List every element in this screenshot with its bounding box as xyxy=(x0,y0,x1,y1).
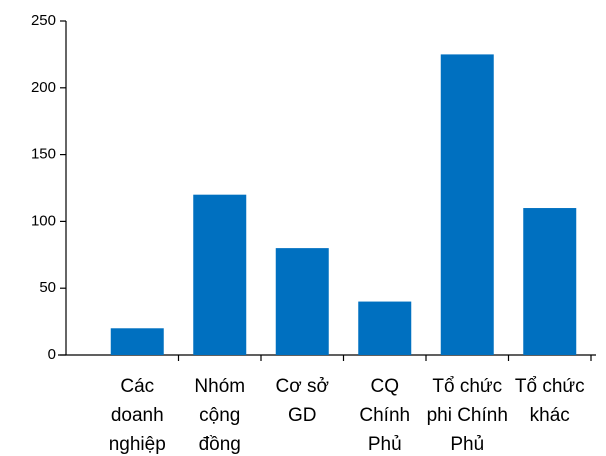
x-category-label: Nhóm cộng đồng xyxy=(194,376,245,455)
bar xyxy=(275,248,329,355)
x-category-label: Cơ sở GD xyxy=(276,376,329,426)
bar xyxy=(110,328,164,355)
y-tick-label: 0 xyxy=(48,346,56,363)
bars xyxy=(110,54,577,356)
category-labels: Các doanh nghiệp Nhóm cộng đồng Cơ sở GD CQ Chính… xyxy=(109,376,585,455)
x-category-label: Tổ chức phi Chính Phủ xyxy=(427,376,508,455)
y-tick-label: 50 xyxy=(39,279,56,296)
bar xyxy=(358,301,412,355)
bar xyxy=(193,194,247,355)
y-tick-label: 150 xyxy=(31,146,56,163)
bar xyxy=(440,54,494,356)
x-category-label: CQ Chính Phủ xyxy=(359,376,410,455)
y-tick-label: 250 xyxy=(31,12,56,29)
y-tick-label: 200 xyxy=(31,79,56,96)
x-category-label: Các doanh nghiệp xyxy=(109,376,166,455)
bar xyxy=(523,208,577,355)
y-axis: 0 50 100 150 200 250 xyxy=(31,12,67,363)
y-tick-label: 100 xyxy=(31,212,56,229)
x-axis xyxy=(58,354,596,361)
x-category-label: Tổ chức khác xyxy=(515,376,585,426)
